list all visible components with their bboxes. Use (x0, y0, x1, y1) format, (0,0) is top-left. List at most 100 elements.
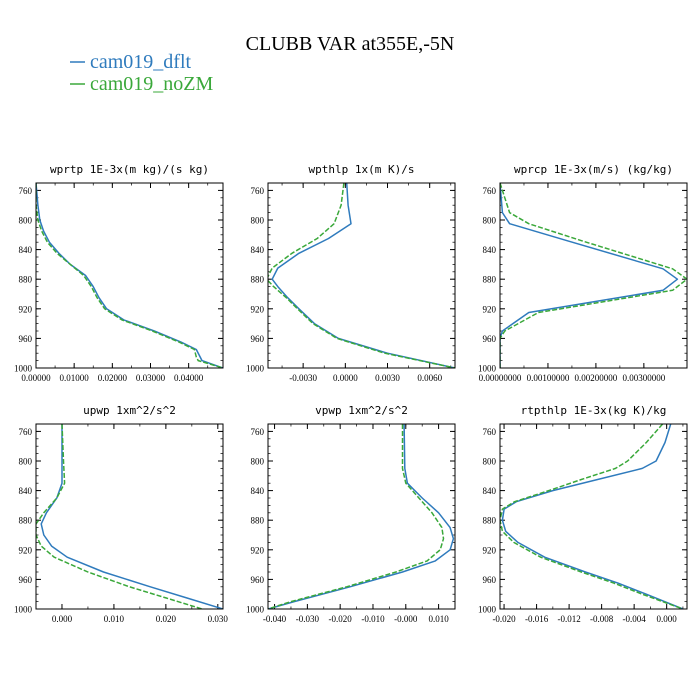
y-tick-label: 840 (483, 245, 497, 255)
y-tick-label: 840 (19, 245, 33, 255)
y-tick-label: 920 (19, 545, 33, 555)
x-tick-label: 0.000 (657, 614, 678, 624)
series-line-cam019_noZM (36, 183, 223, 368)
x-tick-label: -0.012 (557, 614, 580, 624)
plot-frame (499, 423, 688, 610)
chart-panel-6: rtpthlp 1E-3x(kg K)/kg 760 800 840 880 920 960… (478, 404, 688, 624)
plot-frame (499, 182, 688, 369)
series-group (36, 183, 223, 368)
x-tick-label: 0.0060 (417, 373, 442, 383)
series-line-cam019_dflt (36, 183, 223, 368)
x-tick-label: 0.00000000 (479, 373, 522, 383)
y-tick-label: 1000 (14, 364, 33, 374)
y-tick-label: 960 (19, 334, 33, 344)
plot-frame (35, 423, 224, 610)
y-tick-label: 880 (483, 516, 497, 526)
x-tick-label: -0.040 (263, 614, 287, 624)
panel-title: wprtp 1E-3x(m kg)/(s kg) (50, 163, 209, 176)
chart-panel-3: wprcp 1E-3x(m/s) (kg/kg) 760 800 840 880 920 9… (478, 163, 688, 383)
x-tick-label: 0.010 (104, 614, 125, 624)
y-tick-label: 800 (251, 216, 265, 226)
series-line-cam019_noZM (268, 183, 455, 368)
y-tick-label: 880 (19, 516, 33, 526)
panel-title: rtpthlp 1E-3x(kg K)/kg (521, 404, 667, 417)
series-line-cam019_noZM (268, 424, 445, 609)
plot-frame (267, 182, 456, 369)
y-tick-label: 960 (483, 334, 497, 344)
panel-title: upwp 1xm^2/s^2 (83, 404, 176, 417)
x-tick-label: 0.0030 (375, 373, 400, 383)
plot-frame (267, 423, 456, 610)
x-tick-label: -0.010 (361, 614, 385, 624)
x-tick-label: 0.010 (428, 614, 449, 624)
y-tick-label: 800 (19, 457, 33, 467)
y-tick-label: 920 (19, 304, 33, 314)
x-tick-label: -0.016 (525, 614, 549, 624)
y-tick-label: 920 (483, 304, 497, 314)
chart-panel-4: upwp 1xm^2/s^2 760 800 840 880 920 960 1000 0.00… (14, 404, 228, 624)
series-group (500, 424, 684, 609)
series-line-cam019_noZM (500, 183, 687, 368)
y-tick-label: 840 (19, 486, 33, 496)
series-group (36, 424, 223, 609)
y-tick-label: 840 (251, 245, 265, 255)
legend-label: cam019_noZM (90, 73, 214, 95)
y-tick-label: 920 (251, 304, 265, 314)
series-group (500, 183, 687, 368)
x-tick-label: 0.020 (156, 614, 177, 624)
chart-panel-1: wprtp 1E-3x(m kg)/(s kg) 760 800 840 880 920 9… (14, 163, 224, 383)
series-line-cam019_dflt (271, 183, 455, 368)
series-line-cam019_noZM (36, 424, 203, 609)
y-tick-label: 760 (483, 186, 497, 196)
x-tick-label: 0.00200000 (575, 373, 618, 383)
x-tick-label: 0.0000 (333, 373, 358, 383)
y-tick-label: 800 (251, 457, 265, 467)
series-group (268, 424, 455, 609)
y-tick-label: 760 (483, 427, 497, 437)
x-tick-label: 0.030 (208, 614, 229, 624)
y-tick-label: 1000 (246, 605, 265, 615)
x-tick-label: 0.03000 (136, 373, 166, 383)
y-tick-label: 880 (251, 275, 265, 285)
y-tick-label: 760 (19, 427, 33, 437)
panel-title: wpthlp 1x(m K)/s (309, 163, 415, 176)
y-tick-label: 1000 (14, 605, 33, 615)
y-tick-label: 920 (483, 545, 497, 555)
y-tick-label: 840 (483, 486, 497, 496)
y-tick-label: 960 (483, 575, 497, 585)
y-tick-label: 760 (251, 186, 265, 196)
x-tick-label: -0.0030 (289, 373, 317, 383)
y-tick-label: 800 (483, 216, 497, 226)
y-tick-label: 960 (251, 334, 265, 344)
x-tick-label: -0.020 (492, 614, 516, 624)
y-tick-label: 960 (19, 575, 33, 585)
x-tick-label: 0.04000 (174, 373, 204, 383)
chart-panel-2: wpthlp 1x(m K)/s 760 800 840 880 920 960 1000 -0… (246, 163, 456, 383)
x-tick-label: -0.004 (623, 614, 647, 624)
series-line-cam019_dflt (40, 424, 223, 609)
y-tick-label: 920 (251, 545, 265, 555)
series-group (268, 183, 455, 368)
y-tick-label: 880 (251, 516, 265, 526)
y-tick-label: 760 (251, 427, 265, 437)
y-tick-label: 1000 (478, 605, 497, 615)
legend-label: cam019_dflt (90, 51, 192, 73)
plot-frame (35, 182, 224, 369)
y-tick-label: 880 (483, 275, 497, 285)
series-line-cam019_dflt (501, 424, 684, 609)
y-tick-label: 800 (19, 216, 33, 226)
x-tick-label: -0.030 (296, 614, 320, 624)
y-tick-label: 1000 (246, 364, 265, 374)
x-tick-label: 0.00300000 (622, 373, 665, 383)
x-tick-label: 0.00100000 (527, 373, 570, 383)
x-tick-label: 0.000 (52, 614, 73, 624)
panels-group: wprtp 1E-3x(m kg)/(s kg) 760 800 840 880 920 9… (14, 163, 688, 624)
panel-title: wprcp 1E-3x(m/s) (kg/kg) (514, 163, 673, 176)
y-tick-label: 960 (251, 575, 265, 585)
panel-title: vpwp 1xm^2/s^2 (315, 404, 408, 417)
series-line-cam019_dflt (500, 183, 679, 368)
y-tick-label: 800 (483, 457, 497, 467)
x-tick-label: 0.02000 (98, 373, 128, 383)
y-tick-label: 880 (19, 275, 33, 285)
